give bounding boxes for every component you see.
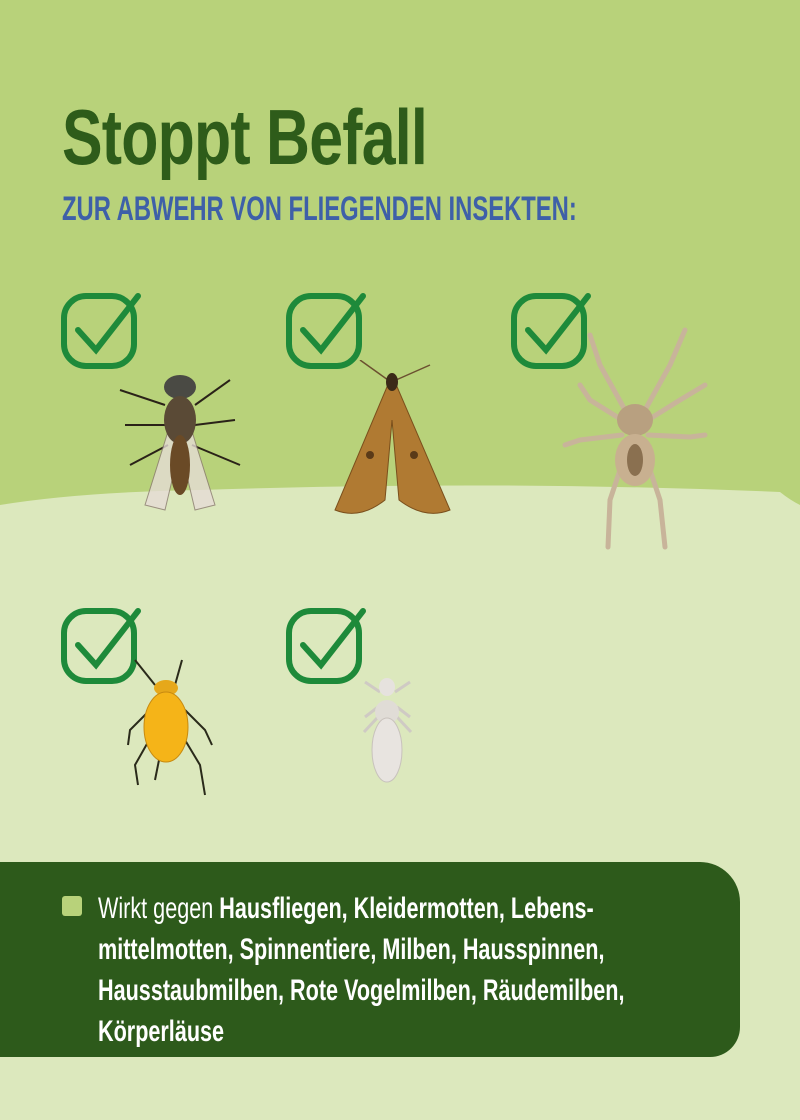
check-icon (511, 293, 591, 369)
info-text: Wirkt gegen Hausfliegen, Kleidermotten, … (98, 892, 625, 1048)
info-panel (0, 862, 740, 1057)
bullet-icon (62, 896, 82, 916)
check-icon (61, 608, 141, 684)
moth-image (334, 360, 451, 514)
page-subtitle: ZUR ABWEHR VON FLIEGENDEN INSEKTEN: (62, 190, 577, 228)
fly-image (119, 375, 241, 511)
louse-image (362, 678, 413, 783)
page-title: Stoppt Befall (62, 93, 428, 181)
aphid-image (127, 659, 213, 796)
check-icon (286, 293, 366, 369)
check-icon (286, 608, 366, 684)
check-icon (61, 293, 141, 369)
spider-image (562, 327, 708, 550)
